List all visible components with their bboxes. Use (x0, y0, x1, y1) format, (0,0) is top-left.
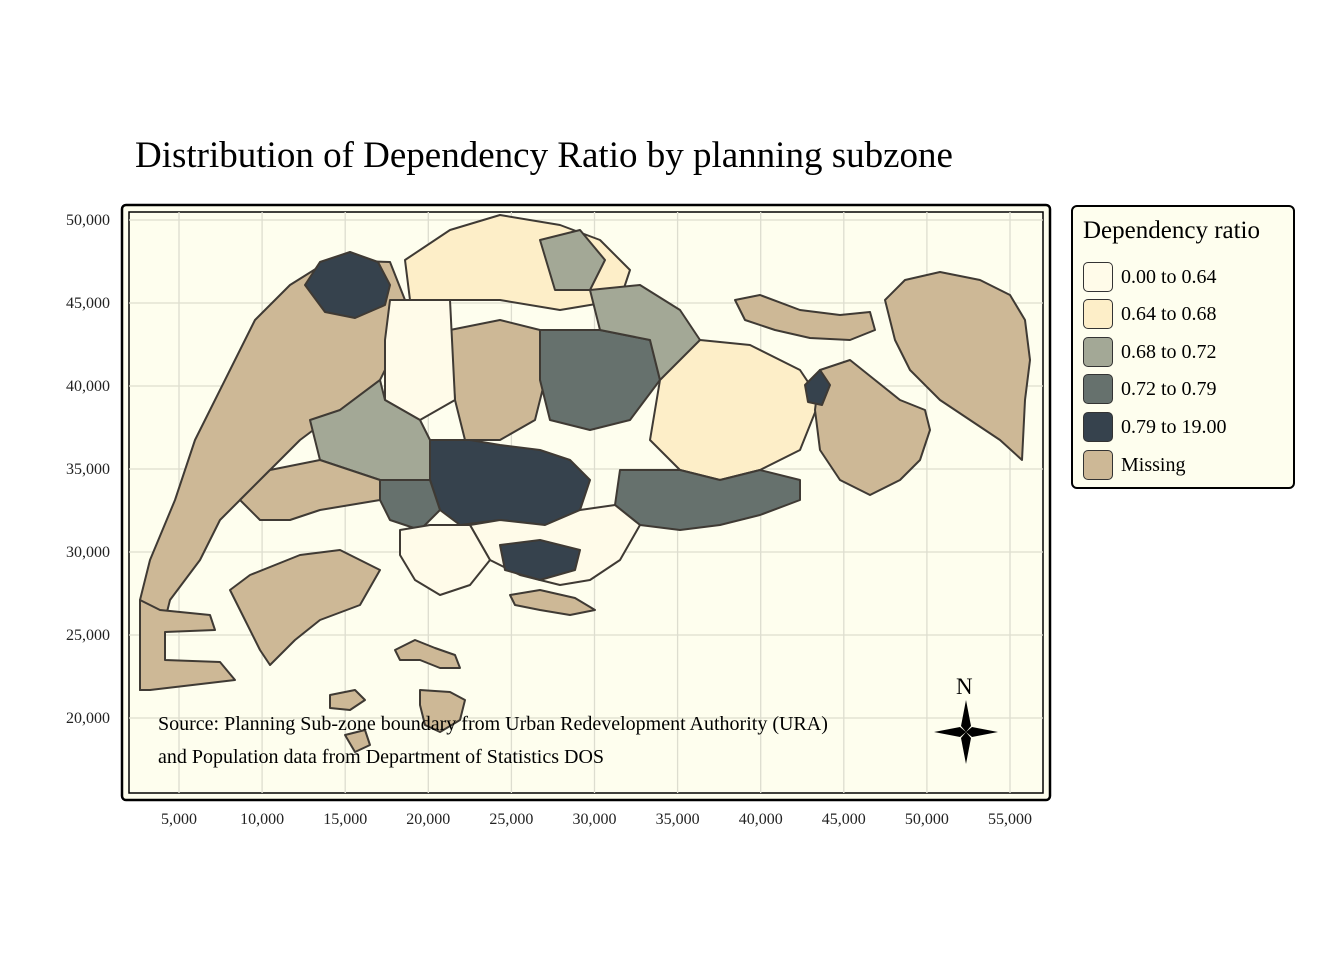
legend-swatch (1083, 337, 1113, 367)
legend-swatch (1083, 299, 1113, 329)
region-southwest-missing (239, 459, 381, 521)
region-changi-missing (814, 359, 931, 496)
legend-label: Missing (1121, 454, 1186, 476)
legend-item: 0.79 to 19.00 (1083, 412, 1293, 444)
x-tick-label: 30,000 (573, 811, 617, 828)
map-title: Distribution of Dependency Ratio by plan… (135, 135, 953, 176)
map-regions (139, 214, 1031, 753)
source-line-2: and Population data from Department of S… (158, 746, 605, 768)
y-tick-label: 20,000 (66, 710, 110, 727)
x-tick-label: 20,000 (406, 811, 450, 828)
legend-swatch (1083, 450, 1113, 480)
region-tuas-missing (139, 599, 236, 691)
legend-swatch (1083, 262, 1113, 292)
legend-swatch (1083, 374, 1113, 404)
legend-label: 0.79 to 19.00 (1121, 416, 1227, 438)
region-south-island-d (344, 729, 371, 753)
region-east-light (649, 339, 821, 481)
x-tick-label: 10,000 (240, 811, 284, 828)
region-sentosa-missing (509, 589, 596, 616)
legend: Dependency ratio 0.00 to 0.64 0.64 to 0.… (1071, 205, 1295, 489)
region-south-island-b (419, 689, 466, 733)
x-tick-label: 35,000 (656, 811, 700, 828)
legend-label: 0.64 to 0.68 (1121, 303, 1217, 325)
y-tick-label: 40,000 (66, 378, 110, 395)
region-northwest-pale (384, 299, 456, 421)
region-pulau-tekong-missing (884, 271, 1031, 461)
x-tick-label: 5,000 (161, 811, 197, 828)
x-tick-label: 55,000 (988, 811, 1032, 828)
region-jurong-island-missing (229, 549, 381, 666)
region-pulau-ubin-missing (734, 294, 876, 341)
region-central-catchment-missing (449, 319, 546, 441)
compass-label: N (956, 674, 973, 699)
legend-item: 0.64 to 0.68 (1083, 299, 1293, 331)
region-pasir-ris-dark (804, 369, 831, 406)
x-tick-label: 50,000 (905, 811, 949, 828)
region-south-island-a (394, 639, 461, 669)
legend-label: 0.72 to 0.79 (1121, 378, 1217, 400)
x-tick-label: 40,000 (739, 811, 783, 828)
source-line-1: Source: Planning Sub-zone boundary from … (158, 713, 828, 735)
y-tick-label: 30,000 (66, 544, 110, 561)
x-tick-label: 15,000 (323, 811, 367, 828)
x-axis: 5,000 10,000 15,000 20,000 25,000 30,000 35,00… (161, 811, 1032, 828)
y-tick-label: 35,000 (66, 461, 110, 478)
y-axis: 50,000 45,000 40,000 35,000 30,000 25,000 20,0… (66, 212, 110, 727)
north-arrow-icon (934, 700, 998, 764)
x-tick-label: 45,000 (822, 811, 866, 828)
region-lim-chu-kang-dark (304, 251, 391, 319)
legend-label: 0.68 to 0.72 (1121, 341, 1217, 363)
legend-item: 0.72 to 0.79 (1083, 374, 1293, 406)
legend-item: 0.68 to 0.72 (1083, 337, 1293, 369)
region-south-island-c (329, 689, 366, 711)
y-tick-label: 50,000 (66, 212, 110, 229)
y-tick-label: 25,000 (66, 627, 110, 644)
y-tick-label: 45,000 (66, 295, 110, 312)
legend-title: Dependency ratio (1083, 217, 1261, 244)
legend-label: 0.00 to 0.64 (1121, 266, 1217, 288)
region-north-grey (539, 229, 606, 291)
region-cbd-dark (499, 539, 581, 581)
legend-item: Missing (1083, 450, 1293, 482)
x-tick-label: 25,000 (489, 811, 533, 828)
legend-swatch (1083, 412, 1113, 442)
legend-item: 0.00 to 0.64 (1083, 262, 1293, 294)
region-west-island-pale (399, 524, 491, 596)
